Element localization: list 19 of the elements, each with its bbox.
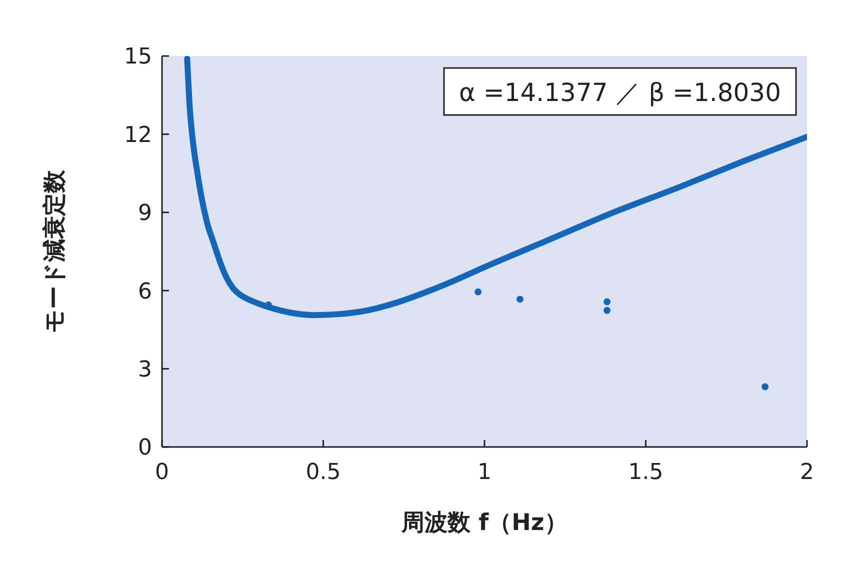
point xyxy=(762,383,769,390)
point xyxy=(474,288,482,296)
y-tick-label: 12 xyxy=(124,122,152,148)
x-tick-label: 1.5 xyxy=(628,460,664,485)
point xyxy=(604,298,611,306)
annotation: α =14.1377 ／ β =1.8030 xyxy=(459,78,781,107)
y-tick-label: 15 xyxy=(124,44,152,70)
point xyxy=(604,306,611,314)
x-tick-label: 0 xyxy=(155,460,169,485)
y-axis-title: モード減衰定数 xyxy=(41,169,68,333)
y-tick-label: 9 xyxy=(138,201,152,226)
x-tick-label: 2 xyxy=(800,460,814,485)
x-axis-title: 周波数 f（Hz） xyxy=(400,510,568,536)
y-tick-label: 0 xyxy=(138,436,152,461)
x-tick-label: 0.5 xyxy=(306,460,341,485)
point xyxy=(516,296,524,303)
y-tick-label: 3 xyxy=(138,358,152,382)
x-tick-label: 1 xyxy=(478,460,492,485)
y-tick-label: 6 xyxy=(138,279,152,304)
